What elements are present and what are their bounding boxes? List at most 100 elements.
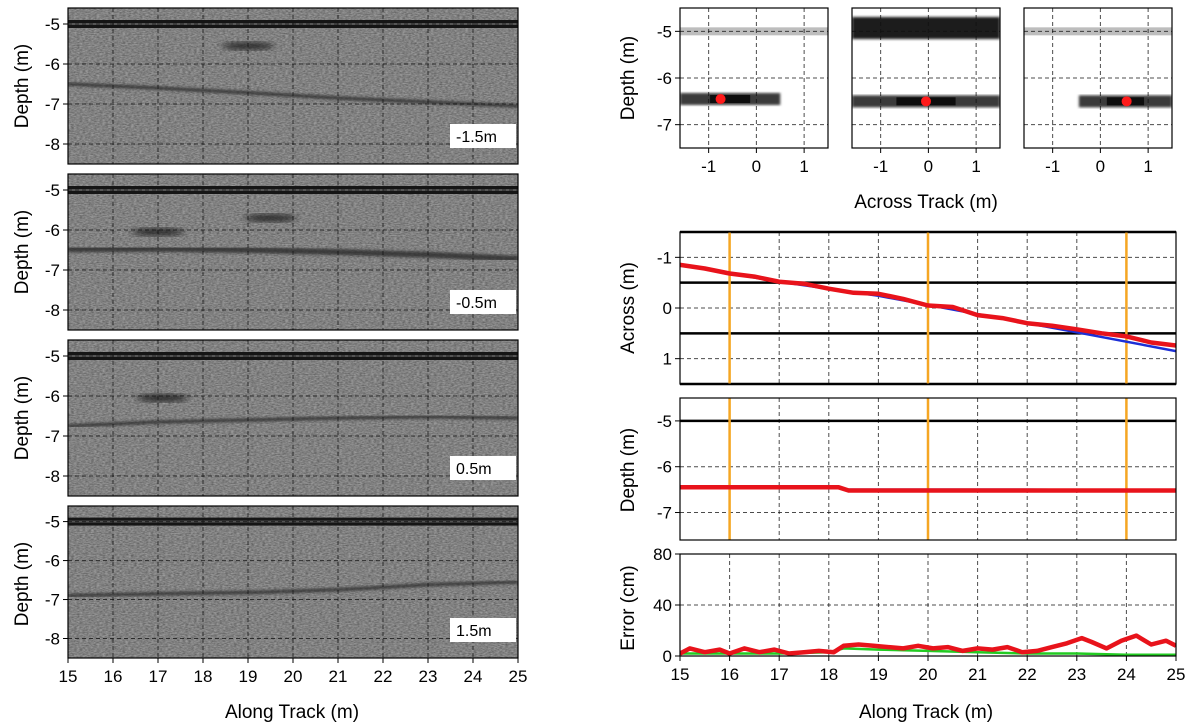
track-error-ytick-label: 40: [653, 596, 672, 615]
estimated-position-point: [921, 96, 931, 107]
track-error-xtick-label: 20: [919, 665, 938, 684]
track-error-xtick-label: 24: [1117, 665, 1136, 684]
estimate-series-line: [680, 633, 1176, 656]
cross-xtick-label: 0: [924, 157, 933, 176]
cross-xlabel: Across Track (m): [854, 192, 998, 213]
bscan-ytick-label: -5: [45, 513, 60, 532]
across-track-panel: -1 0 1: [657, 230, 1177, 386]
cross-xtick-label: 1: [971, 157, 980, 176]
plot-area: [680, 398, 1176, 540]
track-across-ytick-label: -1: [657, 248, 672, 267]
depth-track-panel: -5 -6 -7: [657, 397, 1177, 541]
cross-xtick-label: -1: [701, 157, 716, 176]
bscan-xtick-label: 16: [104, 667, 123, 686]
bscan-ytick-label: -8: [45, 630, 60, 649]
cross-section-panel-3: -1 0 1: [1023, 7, 1173, 176]
bscan-panel-2: -5 -6 -7 -8 -0.5m: [45, 173, 519, 331]
track-error-xtick-label: 23: [1067, 665, 1086, 684]
error-ylabel: Error (cm): [618, 565, 639, 650]
estimated-position-point: [715, 94, 726, 104]
axes-frame: [1023, 7, 1173, 149]
track-error-ytick-label: 0: [663, 647, 672, 666]
track-error-xtick-label: 22: [1018, 665, 1037, 684]
slice-label: -1.5m: [456, 129, 497, 146]
bscan-ylabel-4: Depth (m): [12, 542, 33, 626]
track-error-xtick-label: 25: [1167, 665, 1186, 684]
axes-frame: [67, 173, 519, 331]
bscan-ytick-label: -7: [45, 591, 60, 610]
bscan-xtick-label: 18: [194, 667, 213, 686]
bscan-xtick-label: 15: [59, 667, 78, 686]
surface-band: [852, 17, 1000, 39]
track-depth-ytick-label: -5: [657, 412, 672, 431]
cross-xtick-label: 0: [1096, 157, 1105, 176]
slice-label-box: [450, 290, 516, 314]
track-error-xtick-label: 19: [869, 665, 888, 684]
track-error-xtick-label: 18: [819, 665, 838, 684]
depth-ylabel: Depth (m): [618, 428, 639, 512]
bscan-xtick-label: 21: [329, 667, 348, 686]
cross-xtick-label: 0: [752, 157, 761, 176]
target-echo: [244, 214, 297, 222]
slice-label-box: [450, 456, 516, 480]
slice-label: 0.5m: [456, 461, 492, 478]
bscan-panel-3: -5 -6 -7 -8 0.5m: [45, 339, 519, 497]
bscan-panel-1: -5 -6 -7 -8 -1.5m: [45, 7, 519, 165]
bscan-ytick-label: -6: [45, 552, 60, 571]
bscan-ytick-label: -7: [45, 261, 60, 280]
bscan-xtick-label: 17: [149, 667, 168, 686]
track-error-ytick-label: 80: [653, 545, 672, 564]
bscan-xlabel: Along Track (m): [225, 702, 359, 723]
cross-ytick-label: -7: [657, 116, 672, 135]
plot-area: [680, 633, 1176, 656]
cross-ylabel: Depth (m): [618, 36, 639, 120]
slice-label: 1.5m: [456, 623, 492, 640]
bscan-xtick-label: 19: [239, 667, 258, 686]
axes-frame: [67, 339, 519, 497]
cross-section-panel-2: -1 0 1: [851, 7, 1001, 176]
bscan-ytick-label: -7: [45, 427, 60, 446]
axes-frame: [679, 397, 1177, 541]
bscan-ytick-label: -8: [45, 135, 60, 154]
cross-xtick-label: 1: [799, 157, 808, 176]
bscan-panel-4: -5 -6 -7 -8 15 16 17 18 19 20 21 22 23 24 25 1.5m: [45, 505, 528, 686]
cross-xtick-label: -1: [873, 157, 888, 176]
bscan-ytick-label: -5: [45, 347, 60, 366]
slice-label-box: [450, 618, 516, 642]
pipe-core: [710, 95, 751, 103]
bscan-ytick-label: -7: [45, 95, 60, 114]
bscan-ytick-label: -8: [45, 301, 60, 320]
axes-frame: [851, 7, 1001, 149]
bscan-xtick-label: 24: [464, 667, 483, 686]
slice-label: -0.5m: [456, 295, 497, 312]
bscan-xtick-label: 25: [509, 667, 528, 686]
bscan-ylabel-1: Depth (m): [12, 44, 33, 128]
error-panel: 0 40 80 15 16 17 18 19 20 21 22 23 24 25: [653, 545, 1185, 684]
bscan-ytick-label: -5: [45, 181, 60, 200]
track-error-xtick-label: 17: [770, 665, 789, 684]
track-xlabel: Along Track (m): [859, 702, 993, 723]
track-error-xtick-label: 21: [968, 665, 987, 684]
slice-label-box: [450, 124, 516, 148]
cross-xtick-label: 1: [1143, 157, 1152, 176]
target-echo: [136, 394, 189, 402]
bscan-xtick-label: 20: [284, 667, 303, 686]
axes-frame: [67, 7, 519, 165]
bscan-ytick-label: -6: [45, 387, 60, 406]
estimated-position-point: [1121, 96, 1132, 107]
cross-ytick-label: -5: [657, 22, 672, 41]
bscan-ytick-label: -6: [45, 221, 60, 240]
cross-xtick-label: -1: [1045, 157, 1060, 176]
cross-section-panel-1: -5 -6 -7 -1 0 1: [657, 7, 829, 176]
cross-ytick-label: -6: [657, 69, 672, 88]
track-across-ytick-label: 1: [663, 350, 672, 369]
bscan-image: [68, 174, 518, 330]
estimate-series-line: [680, 262, 1176, 348]
track-depth-ytick-label: -7: [657, 504, 672, 523]
bscan-ytick-label: -6: [45, 55, 60, 74]
bscan-ytick-label: -8: [45, 467, 60, 486]
bscan-ylabel-2: Depth (m): [12, 210, 33, 294]
track-error-xtick-label: 16: [720, 665, 739, 684]
track-error-xtick-label: 15: [671, 665, 690, 684]
